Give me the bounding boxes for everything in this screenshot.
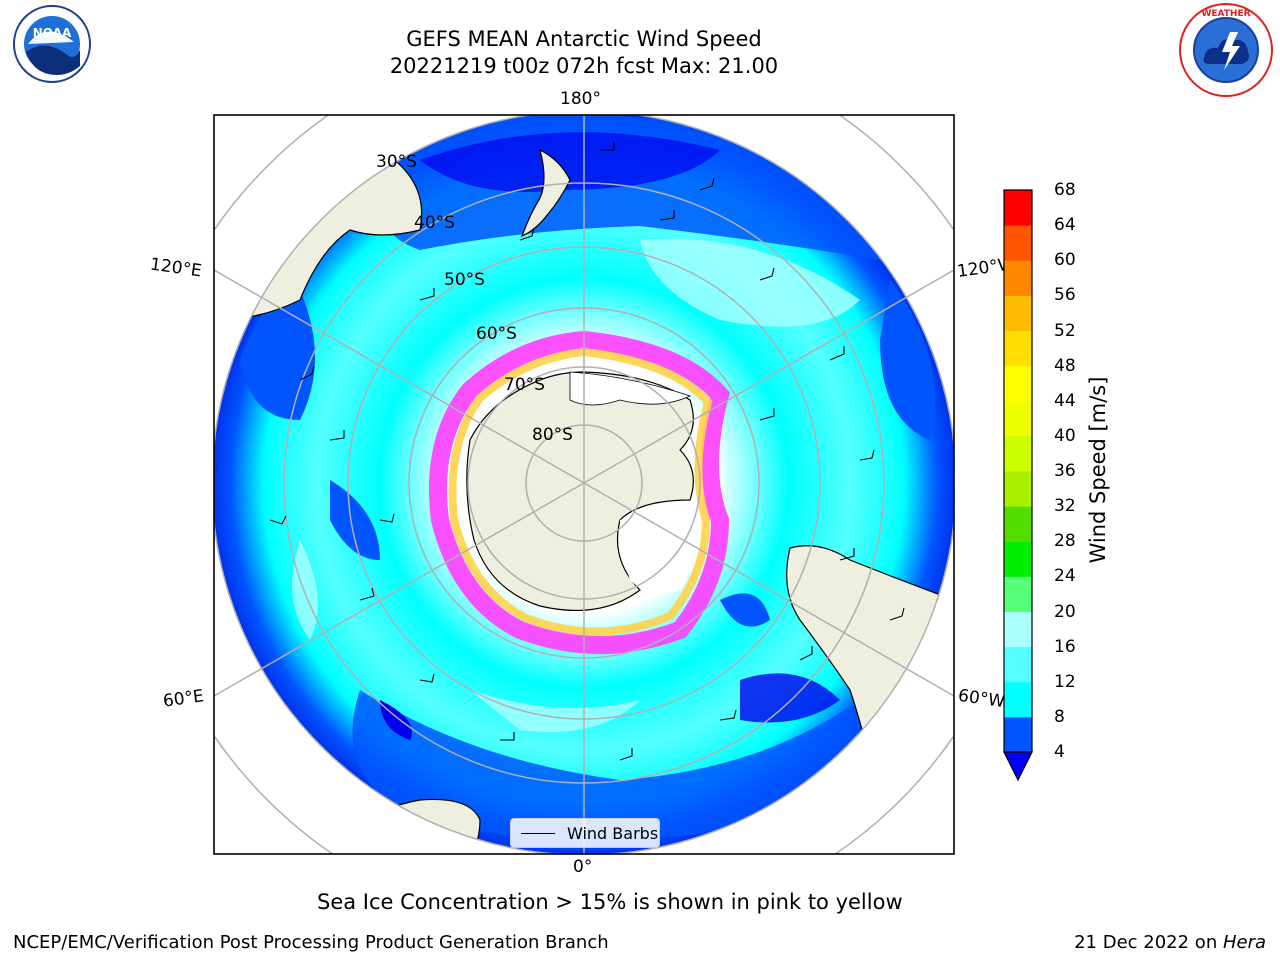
colorbar-tick-label: 36 <box>1054 461 1076 481</box>
colorbar-cell <box>1004 295 1032 331</box>
wind-barbs <box>269 142 905 761</box>
colorbar-cell <box>1004 260 1032 296</box>
colorbar-cell <box>1004 435 1032 472</box>
legend-label: Wind Barbs <box>567 823 659 843</box>
colorbar-tick-label: 68 <box>1054 180 1076 200</box>
noaa-logo: NOAA <box>13 5 91 83</box>
colorbar-tick-label: 64 <box>1054 215 1076 236</box>
colorbar-cell <box>1004 541 1032 577</box>
colorbar-tick-label: 4 <box>1054 742 1065 762</box>
lat-label-80s: 80°S <box>532 425 573 445</box>
noaa-logo-text: NOAA <box>33 26 72 40</box>
colorbar-cell <box>1004 400 1032 437</box>
colorbar-tick-label: 20 <box>1054 601 1076 622</box>
colorbar-tick-label: 28 <box>1054 531 1076 552</box>
colorbar-cell <box>1004 190 1032 226</box>
colorbar <box>1003 189 1033 782</box>
lat-label-50s: 50°S <box>444 270 485 290</box>
lat-label-60s: 60°S <box>476 324 517 344</box>
map-subtitle: 20221219 t00z 072h fcst Max: 21.00 <box>389 54 779 78</box>
colorbar-cell <box>1004 225 1032 261</box>
footer-date: 21 Dec 2022 on Hera <box>1074 932 1266 953</box>
colorbar-under-arrow <box>1003 751 1033 782</box>
colorbar-cell <box>1004 506 1032 542</box>
colorbar-tick-label: 16 <box>1054 636 1076 657</box>
sea-ice-caption: Sea Ice Concentration > 15% is shown in … <box>317 890 903 914</box>
colorbar-tick-label: 24 <box>1054 566 1076 587</box>
colorbar-tick-label: 48 <box>1054 355 1076 376</box>
legend-line-icon <box>521 832 555 834</box>
lat-label-70s: 70°S <box>504 375 545 395</box>
colorbar-tick-label: 60 <box>1054 250 1076 271</box>
colorbar-tick-label: 40 <box>1054 425 1076 446</box>
lat-label-30s: 30°S <box>376 152 417 172</box>
colorbar-tick-label: 12 <box>1054 671 1076 692</box>
colorbar-cell <box>1004 646 1032 683</box>
colorbar-cell <box>1004 330 1032 367</box>
colorbar-cell <box>1004 681 1032 718</box>
colorbar-cell <box>1004 611 1032 648</box>
colorbar-cell <box>1004 471 1032 507</box>
map-title: GEFS MEAN Antarctic Wind Speed <box>406 27 762 51</box>
lat-label-40s: 40°S <box>414 213 455 233</box>
colorbar-tick-label: 32 <box>1054 496 1076 517</box>
nws-logo: WEATHER <box>1179 3 1273 97</box>
lon-label-180: 180° <box>560 89 601 109</box>
svg-text:WEATHER: WEATHER <box>1201 9 1250 19</box>
footer-credit: NCEP/EMC/Verification Post Processing Pr… <box>13 932 609 953</box>
colorbar-tick-label: 44 <box>1054 390 1076 411</box>
colorbar-tick-label: 56 <box>1054 285 1076 306</box>
sea-ice-ring <box>429 330 730 654</box>
lon-label-0: 0° <box>573 857 593 877</box>
colorbar-cell <box>1004 576 1032 612</box>
colorbar-tick-label: 8 <box>1054 706 1065 727</box>
colorbar-cell <box>1004 716 1032 753</box>
wind-barbs-legend: Wind Barbs <box>510 818 660 848</box>
colorbar-label: Wind Speed [m/s] <box>1086 376 1110 564</box>
colorbar-cell <box>1004 365 1032 402</box>
graticule <box>214 115 954 854</box>
colorbar-tick-label: 52 <box>1054 320 1076 341</box>
